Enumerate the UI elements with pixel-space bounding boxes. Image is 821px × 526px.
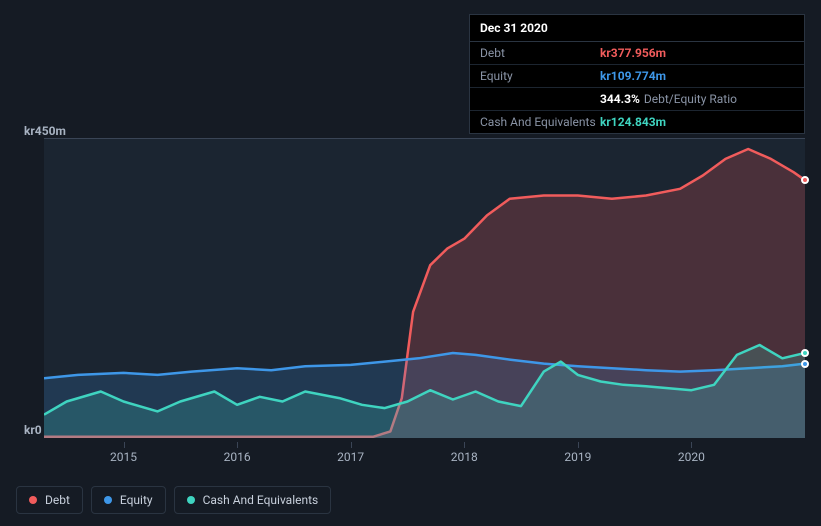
legend-label: Debt — [45, 493, 70, 507]
x-axis-tick: 2016 — [224, 450, 251, 464]
legend-item-debt[interactable]: Debt — [16, 486, 83, 514]
legend-label: Cash And Equivalents — [203, 493, 319, 507]
legend-dot-icon — [29, 496, 37, 504]
x-axis-tick: 2018 — [451, 450, 478, 464]
debt-equity-chart: kr450m kr0 2015 2016 2017 2018 2019 2020 — [16, 120, 805, 490]
plot-area[interactable] — [44, 138, 805, 438]
tooltip-row-label: Debt — [480, 46, 600, 60]
x-tick-mark — [237, 442, 238, 448]
hover-tooltip: Dec 31 2020 Debtkr377.956mEquitykr109.77… — [469, 14, 805, 134]
tooltip-row-label: Cash And Equivalents — [480, 115, 600, 129]
series-marker-equity — [801, 360, 809, 368]
tooltip-row: Debtkr377.956m — [470, 42, 804, 65]
tooltip-row-subtext: Debt/Equity Ratio — [644, 92, 737, 106]
x-axis-tick: 2017 — [337, 450, 364, 464]
tooltip-date: Dec 31 2020 — [470, 15, 804, 42]
legend-dot-icon — [187, 496, 195, 504]
tooltip-row-value: kr109.774m — [600, 69, 666, 83]
tooltip-row-value: 344.3%Debt/Equity Ratio — [600, 92, 737, 106]
series-marker-debt — [801, 176, 809, 184]
x-tick-mark — [351, 442, 352, 448]
x-axis-tick: 2015 — [110, 450, 137, 464]
x-axis: 2015 2016 2017 2018 2019 2020 — [44, 442, 805, 466]
x-axis-tick: 2019 — [564, 450, 591, 464]
legend-item-equity[interactable]: Equity — [91, 486, 166, 514]
y-axis-label: kr450m — [24, 124, 66, 138]
tooltip-row-label — [480, 92, 600, 106]
x-axis-tick: 2020 — [678, 450, 705, 464]
x-tick-mark — [464, 442, 465, 448]
x-tick-mark — [124, 442, 125, 448]
tooltip-row-value: kr124.843m — [600, 115, 666, 129]
chart-legend: Debt Equity Cash And Equivalents — [16, 486, 331, 514]
tooltip-row: Cash And Equivalentskr124.843m — [470, 111, 804, 133]
tooltip-row: Equitykr109.774m — [470, 65, 804, 88]
legend-label: Equity — [120, 493, 153, 507]
tooltip-row: 344.3%Debt/Equity Ratio — [470, 88, 804, 111]
series-marker-cash-and-equivalents — [801, 349, 809, 357]
legend-item-cash-and-equivalents[interactable]: Cash And Equivalents — [174, 486, 332, 514]
legend-dot-icon — [104, 496, 112, 504]
y-axis-label: kr0 — [24, 423, 42, 437]
tooltip-row-value: kr377.956m — [600, 46, 666, 60]
tooltip-row-label: Equity — [480, 69, 600, 83]
x-tick-mark — [578, 442, 579, 448]
x-tick-mark — [691, 442, 692, 448]
